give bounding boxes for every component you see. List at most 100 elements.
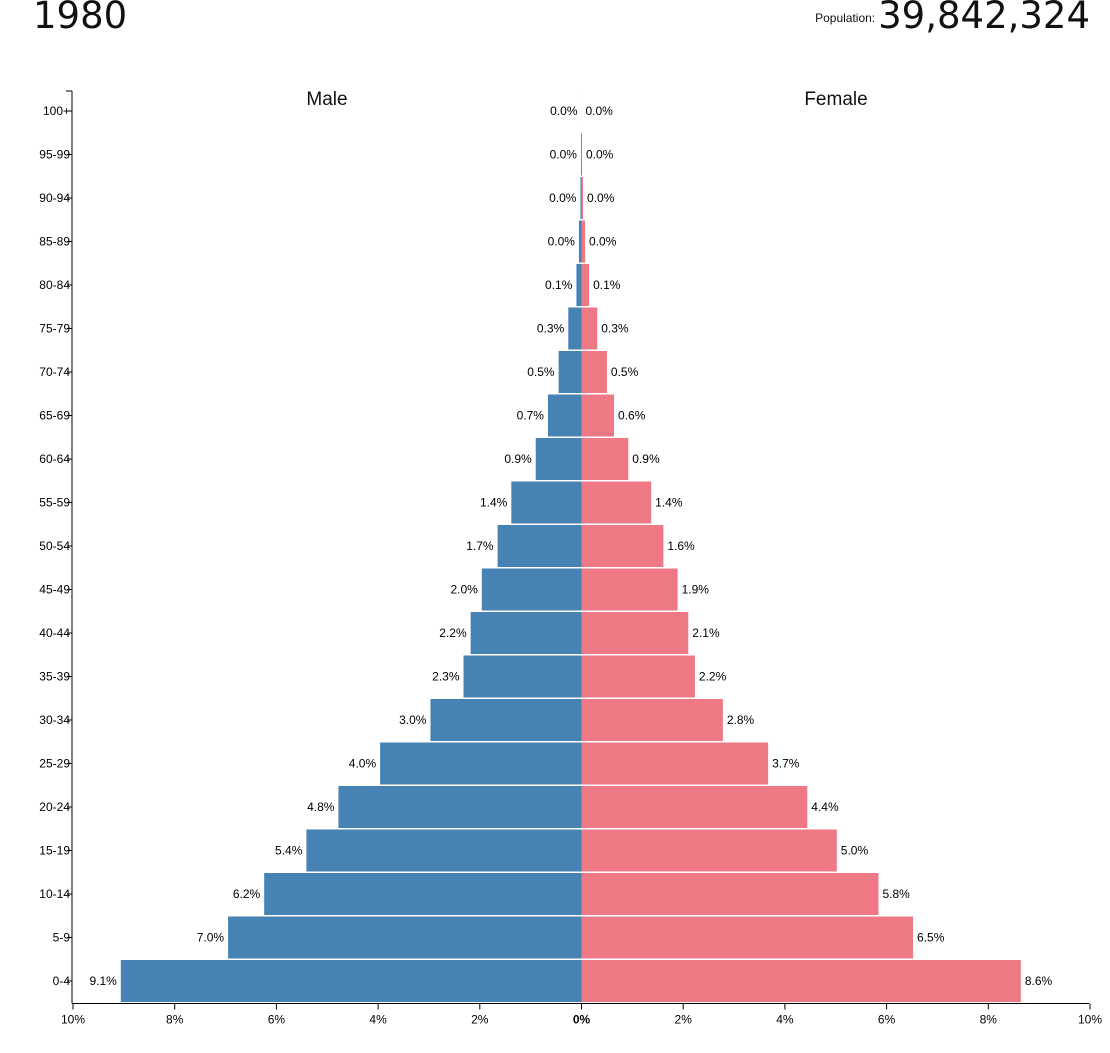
female-value-label: 2.1% — [692, 626, 720, 640]
female-bar — [581, 220, 586, 263]
male-value-label: 0.0% — [549, 191, 577, 205]
male-value-label: 0.0% — [548, 235, 576, 249]
male-bar — [470, 612, 582, 654]
male-value-label: 4.0% — [349, 757, 377, 771]
y-tick-label: 60-64 — [39, 452, 70, 466]
female-value-label: 0.0% — [586, 104, 614, 118]
bars-group: 0.0% 0.0% 0.0% 0.0% 0.0% 0.0% 0.0% 0.0% 0.1% 0.1%… — [89, 90, 1053, 1002]
male-value-label: 1.7% — [466, 539, 494, 553]
female-value-label: 8.6% — [1025, 974, 1053, 988]
female-value-label: 0.9% — [632, 452, 660, 466]
y-tick-label: 85-89 — [39, 235, 70, 249]
population-label: Population: — [815, 11, 876, 25]
male-bar — [380, 742, 582, 785]
female-bar — [581, 133, 583, 176]
x-tick-label: 6% — [268, 1013, 286, 1027]
x-tick-label: 6% — [878, 1013, 896, 1027]
female-bar — [581, 394, 615, 437]
male-bar — [338, 786, 582, 828]
female-bar — [581, 612, 689, 654]
male-bar — [511, 481, 582, 524]
y-tick-label: 55-59 — [39, 496, 70, 510]
male-bar — [578, 220, 582, 263]
x-tick-label: 8% — [166, 1013, 184, 1027]
female-bar — [581, 351, 607, 393]
x-tick-label: 8% — [980, 1013, 998, 1027]
male-bar — [580, 133, 582, 176]
x-tick-label: 4% — [776, 1013, 794, 1027]
y-tick-label: 75-79 — [39, 322, 70, 336]
female-value-label: 0.1% — [593, 278, 621, 292]
female-value-label: 1.6% — [667, 539, 695, 553]
y-axis: 100+ 95-99 90-94 85-89 80-84 75-79 70-74 65-69 6… — [39, 90, 73, 1004]
y-tick-label: 15-19 — [39, 844, 70, 858]
male-value-label: 0.7% — [517, 409, 545, 423]
female-bar — [581, 960, 1021, 1002]
female-value-label: 5.0% — [841, 844, 869, 858]
male-bar — [228, 916, 582, 959]
female-value-label: 0.6% — [618, 409, 646, 423]
male-value-label: 0.0% — [550, 148, 578, 162]
male-value-label: 2.2% — [439, 626, 467, 640]
female-value-label: 1.4% — [655, 496, 683, 510]
y-tick-label: 35-39 — [39, 670, 70, 684]
male-bar — [568, 307, 582, 350]
female-bar — [581, 916, 914, 959]
male-value-label: 0.3% — [537, 322, 565, 336]
y-tick-label: 100+ — [43, 104, 70, 118]
male-value-label: 2.0% — [450, 583, 478, 597]
y-tick-label: 95-99 — [39, 148, 70, 162]
female-value-label: 5.8% — [882, 887, 910, 901]
female-bar — [581, 568, 678, 611]
male-bar — [535, 438, 582, 480]
male-value-label: 1.4% — [480, 496, 508, 510]
male-bar — [463, 655, 582, 698]
female-bar — [581, 873, 879, 915]
female-bar — [581, 177, 584, 219]
female-value-label: 6.5% — [917, 931, 945, 945]
male-value-label: 0.0% — [550, 104, 578, 118]
y-tick-label: 30-34 — [39, 713, 70, 727]
x-tick-label: 10% — [61, 1013, 85, 1027]
male-side-label: Male — [306, 89, 347, 110]
year-title: 1980 — [33, 0, 128, 37]
male-value-label: 0.1% — [545, 278, 573, 292]
female-value-label: 0.3% — [601, 322, 629, 336]
female-value-label: 0.5% — [611, 365, 639, 379]
female-bar — [581, 307, 598, 350]
y-tick-label: 70-74 — [39, 365, 70, 379]
male-bar — [497, 525, 582, 567]
female-bar — [581, 438, 629, 480]
female-value-label: 3.7% — [772, 757, 800, 771]
male-bar — [558, 351, 582, 393]
male-bar — [430, 699, 582, 741]
y-tick-label: 25-29 — [39, 757, 70, 771]
female-bar — [581, 481, 652, 524]
male-value-label: 9.1% — [89, 974, 117, 988]
female-bar — [581, 829, 837, 872]
female-value-label: 0.0% — [587, 191, 615, 205]
x-tick-label: 0% — [573, 1013, 591, 1027]
female-bar — [581, 786, 808, 828]
male-value-label: 3.0% — [399, 713, 427, 727]
y-tick-label: 10-14 — [39, 887, 70, 901]
y-tick-label: 20-24 — [39, 800, 70, 814]
female-bar — [581, 655, 695, 698]
male-value-label: 0.5% — [527, 365, 555, 379]
y-tick-label: 5-9 — [53, 931, 71, 945]
x-axis: 10% 8% 6% 4% 2% 0% 2% 4% 6% 8% 10% — [61, 1003, 1102, 1027]
male-bar — [306, 829, 582, 872]
male-bar — [264, 873, 582, 915]
y-tick-label: 80-84 — [39, 278, 70, 292]
female-value-label: 2.8% — [727, 713, 755, 727]
female-bar — [581, 525, 664, 567]
x-tick-label: 2% — [675, 1013, 693, 1027]
male-bar — [547, 394, 582, 437]
male-bar — [576, 264, 582, 306]
male-value-label: 7.0% — [197, 931, 225, 945]
female-value-label: 1.9% — [682, 583, 710, 597]
y-tick-label: 50-54 — [39, 539, 70, 553]
male-value-label: 6.2% — [233, 887, 261, 901]
female-value-label: 0.0% — [586, 148, 614, 162]
